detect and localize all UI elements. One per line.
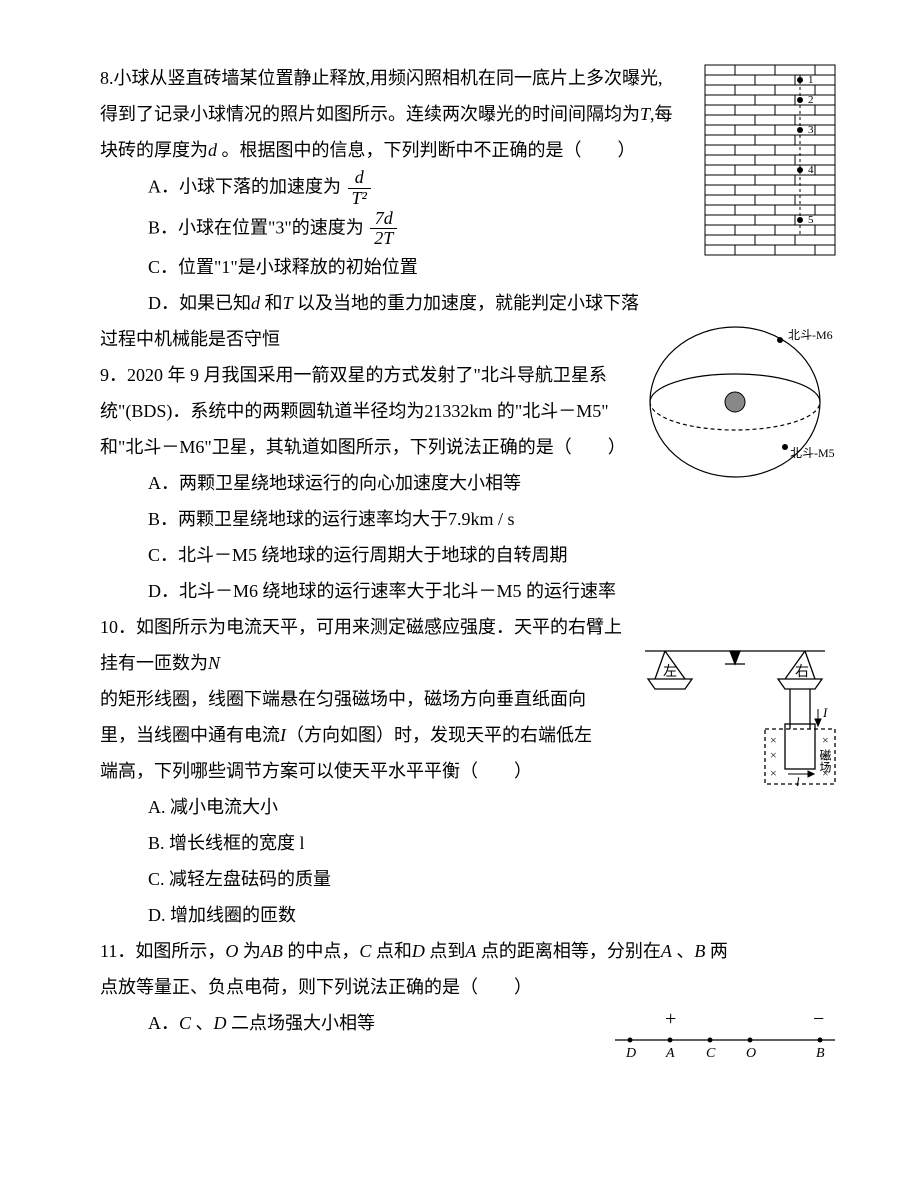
q10-figure: 左 右 ××× ××× I l 磁场 <box>630 629 840 799</box>
svg-text:×: × <box>770 733 777 747</box>
q9-option-d: D．北斗－M6 绕地球的运行速率大于北斗－M5 的运行速率 <box>148 573 840 609</box>
dipole-svg: + − D A C O B <box>610 1005 840 1065</box>
svg-text:北斗-M5: 北斗-M5 <box>790 446 835 460</box>
svg-text:C: C <box>706 1046 716 1061</box>
q9-option-c: C．北斗－M5 绕地球的运行周期大于地球的自转周期 <box>148 537 840 573</box>
svg-text:+: + <box>665 1008 676 1030</box>
q11-stem-line1: 11．如图所示，O 为AB 的中点，C 点和D 点到A 点的距离相等，分别在A … <box>100 933 840 969</box>
svg-text:×: × <box>770 748 777 762</box>
svg-text:4: 4 <box>808 164 814 176</box>
brick-wall-svg: 1 2 3 4 5 <box>700 60 840 260</box>
q10-option-d: D. 增加线圈的匝数 <box>148 897 840 933</box>
orbit-svg: 北斗-M6 北斗-M5 <box>640 317 840 487</box>
svg-text:−: − <box>813 1008 824 1030</box>
svg-text:1: 1 <box>808 74 814 86</box>
svg-text:北斗-M6: 北斗-M6 <box>788 328 833 342</box>
svg-text:左: 左 <box>663 664 677 680</box>
svg-text:B: B <box>816 1046 825 1061</box>
q10-option-c: C. 减轻左盘砝码的质量 <box>148 861 840 897</box>
svg-text:×: × <box>770 766 777 780</box>
q8-option-d-line1: D．如果已知d 和T 以及当地的重力加速度，就能判定小球下落 <box>148 285 840 321</box>
q11-stem-line2: 点放等量正、负点电荷，则下列说法正确的是（ ） <box>100 969 840 1005</box>
svg-text:5: 5 <box>808 214 814 226</box>
q9-option-b: B．两颗卫星绕地球的运行速率均大于7.9km / s <box>148 501 840 537</box>
svg-text:I: I <box>822 705 828 720</box>
q10-option-b: B. 增长线框的宽度 l <box>148 825 840 861</box>
svg-text:A: A <box>665 1046 675 1061</box>
balance-svg: 左 右 ××× ××× I l 磁场 <box>630 629 840 799</box>
svg-text:D: D <box>625 1046 636 1061</box>
svg-text:O: O <box>746 1046 756 1061</box>
q9-figure: 北斗-M6 北斗-M5 <box>640 317 840 487</box>
svg-text:右: 右 <box>795 664 809 680</box>
svg-text:×: × <box>822 733 829 747</box>
svg-text:2: 2 <box>808 94 814 106</box>
svg-text:磁场: 磁场 <box>818 748 832 773</box>
svg-text:l: l <box>796 774 800 789</box>
svg-text:3: 3 <box>808 124 814 136</box>
q8-figure: 1 2 3 4 5 <box>700 60 840 260</box>
q11-figure: + − D A C O B <box>610 1005 840 1065</box>
